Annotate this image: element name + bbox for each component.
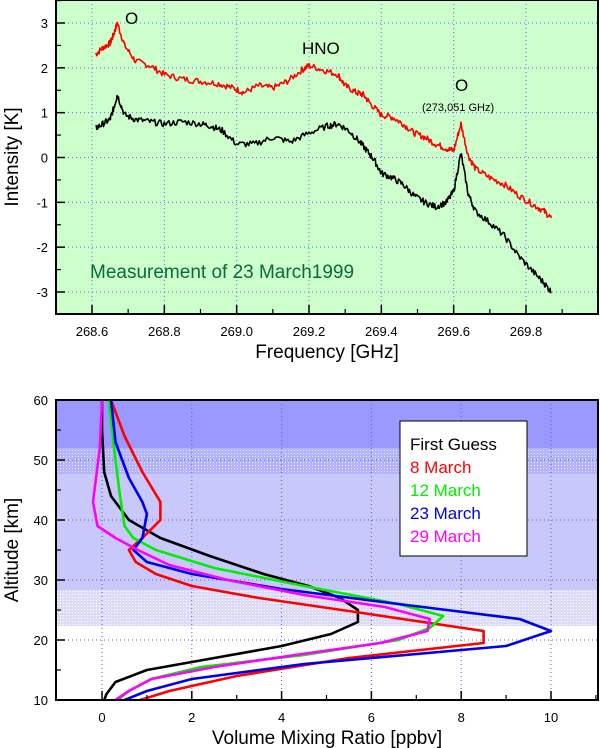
legend-entry-12-march: 12 March bbox=[410, 481, 481, 500]
profile-x-tick-label: 6 bbox=[368, 710, 375, 725]
profile-series-line-29-march bbox=[91, 400, 432, 700]
spectrum-ticks: 268.6 268.8 269.0 269.2 269.4 269.6 269.8 -3 -2 -… bbox=[36, 0, 563, 339]
x-axis-label: Volume Mixing Ratio [ppbv] bbox=[212, 728, 442, 748]
spectrum-series bbox=[94, 21, 553, 294]
spectrum-x-tick-label: 269.2 bbox=[293, 324, 326, 339]
spectrum-y-tick-label: 2 bbox=[41, 61, 48, 76]
spectrum-x-tick-label: 268.8 bbox=[148, 324, 181, 339]
spectrum-x-tick-label: 269.0 bbox=[220, 324, 253, 339]
profile-series bbox=[91, 400, 553, 700]
spectrum-x-tick-label: 269.4 bbox=[365, 324, 398, 339]
profile-x-tick-label: 10 bbox=[544, 710, 558, 725]
y-axis-label: Intensity [K] bbox=[2, 107, 23, 206]
profile-series-line-first-guess bbox=[100, 400, 360, 700]
profile-x-tick-label: 4 bbox=[278, 710, 285, 725]
spectrum-plot-background bbox=[56, 0, 598, 314]
measurement-label: Measurement of 23 March1999 bbox=[90, 262, 354, 283]
profile-y-tick-label: 30 bbox=[34, 573, 48, 588]
spectrum-series-line-0 bbox=[94, 21, 553, 219]
profile-y-tick-label: 10 bbox=[34, 693, 48, 708]
profile-x-tick-label: 8 bbox=[458, 710, 465, 725]
spectrum-grid bbox=[56, 0, 598, 314]
x-axis-label: Frequency [GHz] bbox=[255, 342, 399, 363]
profile-x-tick-label: 2 bbox=[188, 710, 195, 725]
annotation-hno3: HNO bbox=[302, 39, 340, 58]
spectrum-y-tick-label: -2 bbox=[36, 240, 48, 255]
spectrum-y-tick-label: -3 bbox=[36, 285, 48, 300]
spectrum-y-tick-label: -1 bbox=[36, 195, 48, 210]
spectrum-series-line-1 bbox=[95, 94, 552, 294]
legend: First Guess 8 March 12 March 23 March 29… bbox=[399, 420, 528, 557]
profile-chart: 0 2 4 6 8 10 10 20 30 40 50 60 First Guess 8 March … bbox=[2, 393, 599, 748]
profile-x-tick-label: 0 bbox=[98, 710, 105, 725]
annotation-o3-right: O bbox=[455, 76, 468, 95]
legend-entry-23-march: 23 March bbox=[410, 504, 481, 523]
spectrum-y-tick-label: 3 bbox=[41, 16, 48, 31]
y-axis-label: Altitude [km] bbox=[2, 498, 23, 603]
spectrum-chart: 268.6 268.8 269.0 269.2 269.4 269.6 269.8 -3 -2 -… bbox=[2, 0, 599, 363]
profile-y-tick-label: 50 bbox=[34, 453, 48, 468]
spectrum-y-tick-label: 1 bbox=[41, 106, 48, 121]
annotation-o3-left: O bbox=[125, 9, 138, 28]
profile-y-tick-label: 40 bbox=[34, 513, 48, 528]
profile-y-tick-label: 20 bbox=[34, 633, 48, 648]
legend-entry-29-march: 29 March bbox=[410, 527, 481, 546]
profile-ticks: 0 2 4 6 8 10 10 20 30 40 50 60 bbox=[34, 393, 597, 725]
legend-box bbox=[399, 420, 528, 557]
spectrum-x-tick-label: 268.6 bbox=[76, 324, 109, 339]
spectrum-x-tick-label: 269.6 bbox=[437, 324, 470, 339]
annotation-o3-frequency: (273,051 GHz) bbox=[422, 102, 494, 114]
profile-y-tick-label: 60 bbox=[34, 393, 48, 408]
spectrum-x-tick-label: 269.8 bbox=[510, 324, 543, 339]
legend-entry-first-guess: First Guess bbox=[410, 435, 497, 454]
legend-entry-8-march: 8 March bbox=[410, 458, 471, 477]
spectrum-y-tick-label: 0 bbox=[41, 151, 48, 166]
